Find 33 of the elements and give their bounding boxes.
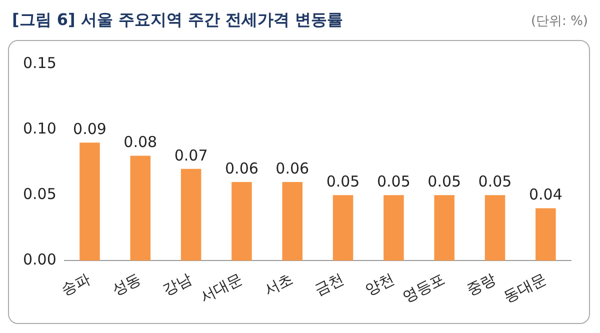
data-label: 0.08 bbox=[124, 133, 158, 152]
bar bbox=[180, 168, 202, 261]
data-label: 0.05 bbox=[376, 172, 410, 191]
data-label: 0.06 bbox=[276, 159, 310, 178]
data-label: 0.07 bbox=[174, 146, 208, 164]
bar bbox=[536, 208, 556, 261]
x-tick-label: 성동 bbox=[109, 270, 144, 300]
bar bbox=[80, 142, 100, 261]
bar bbox=[484, 195, 506, 261]
data-label: 0.04 bbox=[528, 186, 562, 204]
bar bbox=[434, 195, 454, 261]
x-tick-label: 서초 bbox=[261, 270, 296, 300]
bar bbox=[384, 195, 404, 261]
chart-title: [그림 6] 서울 주요지역 주간 전세가격 변동률 bbox=[12, 10, 344, 31]
data-label: 0.05 bbox=[428, 172, 462, 191]
data-label: 0.06 bbox=[225, 159, 258, 178]
bar bbox=[232, 182, 252, 261]
data-label: 0.05 bbox=[478, 172, 512, 191]
bar bbox=[332, 195, 354, 261]
x-tick-label: 양천 bbox=[362, 270, 398, 300]
bar bbox=[130, 156, 151, 261]
bar bbox=[282, 182, 302, 261]
data-label: 0.09 bbox=[73, 120, 106, 138]
y-tick-label: 0.15 bbox=[22, 54, 56, 72]
data-label: 0.05 bbox=[326, 172, 360, 191]
y-tick-label: 0.05 bbox=[22, 185, 56, 204]
x-tick-label: 강남 bbox=[160, 270, 195, 300]
text: (단위: %) bbox=[530, 13, 588, 30]
x-tick-label: 중랑 bbox=[464, 270, 499, 300]
y-tick-label: 0.10 bbox=[22, 119, 56, 138]
x-tick-label: 금천 bbox=[312, 270, 347, 300]
y-tick-label: 0.00 bbox=[22, 250, 56, 269]
x-tick-label: 송파 bbox=[58, 270, 94, 300]
